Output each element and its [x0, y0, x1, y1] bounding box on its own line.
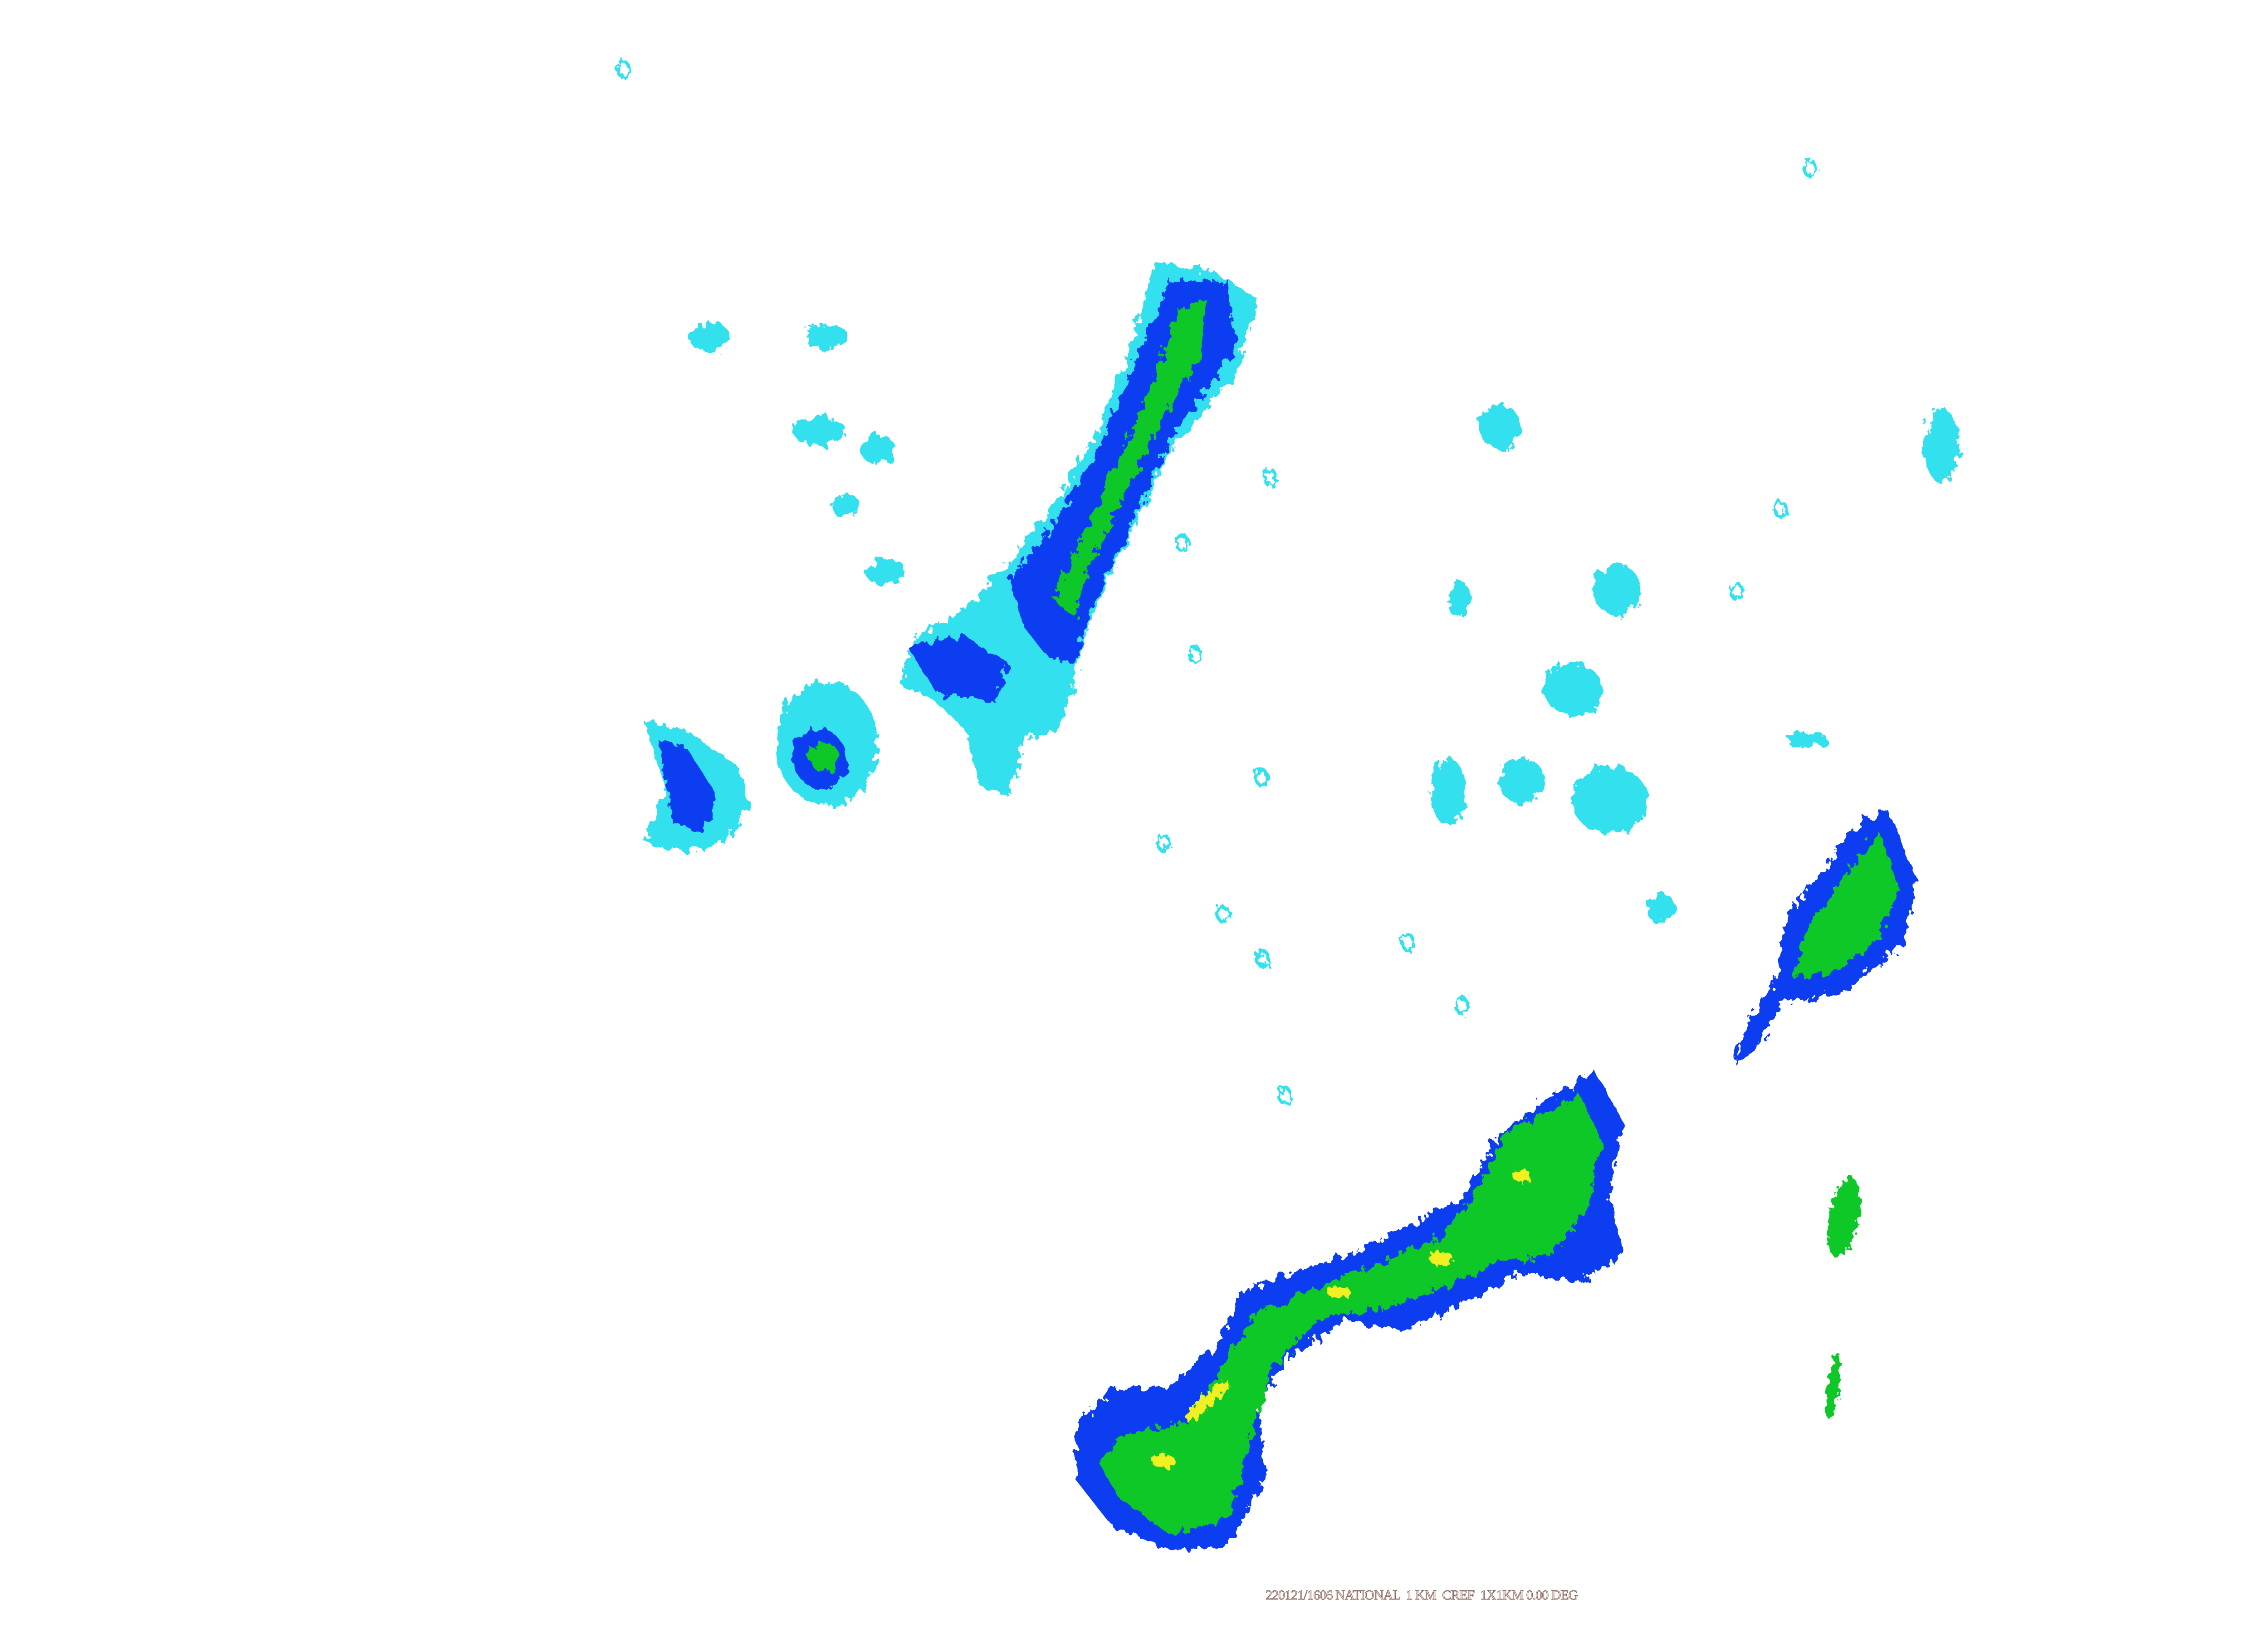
- echo-cyan: [1498, 758, 1545, 804]
- echo-cyan: [793, 416, 846, 446]
- echo-green: [1792, 833, 1900, 978]
- echo-green: [1097, 1095, 1603, 1536]
- product-caption: 220121/1606 NATIONAL 1 KM CREF 1X1KM 0.0…: [1265, 1588, 1578, 1603]
- echo-speck: [1400, 932, 1415, 952]
- echo-speck: [1188, 646, 1203, 665]
- echo-cyan: [831, 494, 860, 517]
- echo-yellow: [1513, 1169, 1531, 1184]
- echo-cyan: [689, 322, 730, 352]
- echo-cyan: [1593, 563, 1641, 616]
- echo-speck: [1216, 905, 1231, 924]
- echo-speck: [1729, 582, 1745, 601]
- echo-green: [1053, 299, 1207, 618]
- echo-blue: [907, 636, 1010, 703]
- echo-yellow: [1151, 1453, 1175, 1468]
- echo-cyan: [1479, 404, 1520, 450]
- echo-speck: [616, 60, 631, 79]
- echo-speck: [1454, 996, 1469, 1015]
- echo-speck: [1277, 1086, 1292, 1105]
- echo-speck: [1803, 159, 1818, 178]
- echo-blue: [658, 739, 717, 834]
- echo-speck: [1254, 768, 1269, 787]
- echo-speck: [1255, 949, 1270, 968]
- echo-speck: [1773, 500, 1788, 519]
- echo-cyan: [1447, 580, 1471, 618]
- echo-cyan: [1544, 663, 1603, 716]
- echo-cyan: [805, 324, 849, 351]
- echo-cyan: [1431, 758, 1466, 826]
- echo-yellow: [1429, 1251, 1453, 1266]
- echo-cyan: [1786, 732, 1828, 748]
- echo-green: [1827, 1177, 1860, 1257]
- echo-yellow: [1327, 1286, 1351, 1298]
- echo-cyan: [865, 558, 906, 585]
- echo-yellow: [1185, 1380, 1229, 1421]
- echo-green: [1826, 1352, 1841, 1419]
- echo-speck: [1156, 833, 1171, 852]
- echo-speck: [1262, 468, 1278, 487]
- echo-cyan: [1571, 766, 1648, 834]
- echo-cyan: [1646, 893, 1676, 924]
- echo-cyan: [1924, 408, 1960, 484]
- echo-green: [809, 741, 839, 772]
- echo-cyan: [860, 434, 896, 464]
- echo-speck: [1175, 533, 1190, 552]
